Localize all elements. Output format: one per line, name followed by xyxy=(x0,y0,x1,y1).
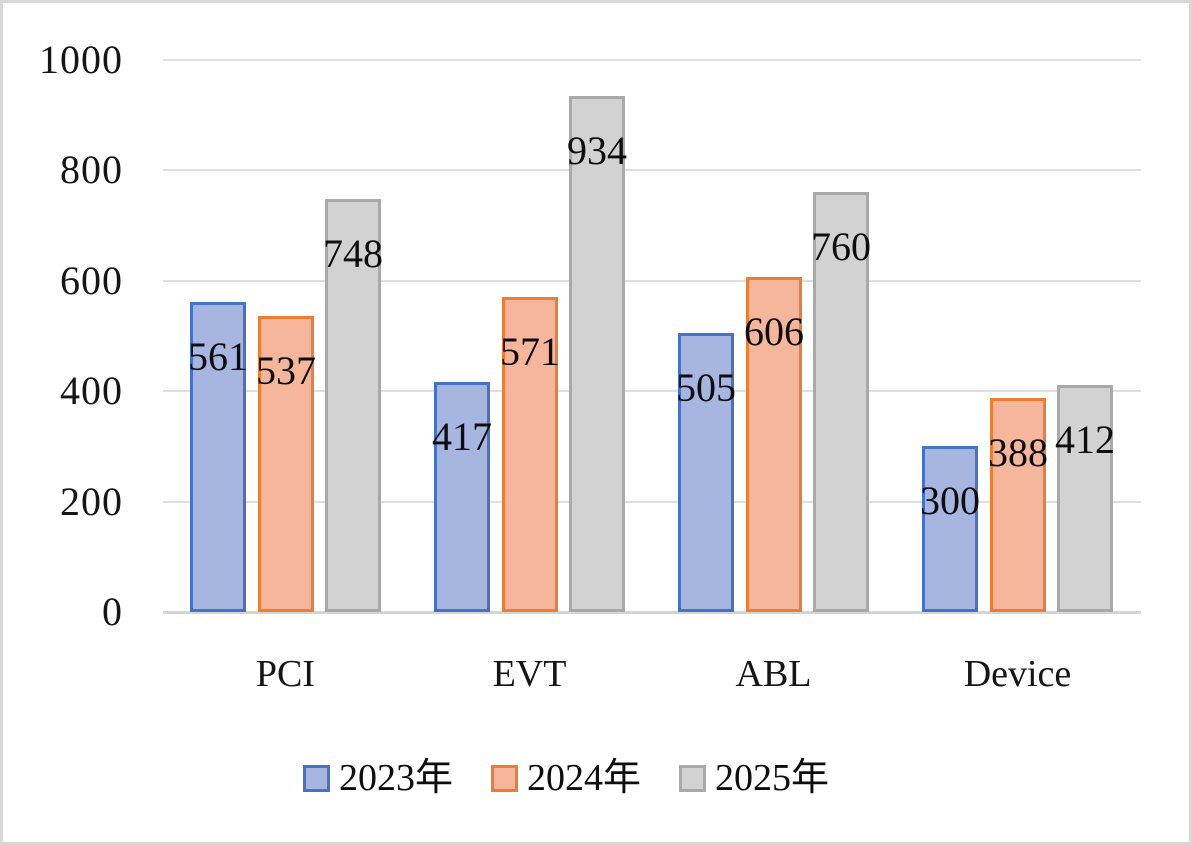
bar-2023年-ABL xyxy=(678,333,734,612)
legend-item-2023年: 2023年 xyxy=(302,756,453,800)
bar-2024年-PCI xyxy=(258,316,314,612)
category-label-ABL: ABL xyxy=(735,653,812,695)
bar-2023年-Device xyxy=(922,446,978,612)
data-label-2024年-ABL: 606 xyxy=(744,309,804,354)
gridline xyxy=(163,59,1141,61)
y-axis-tick-label: 0 xyxy=(102,589,123,634)
y-axis-tick-label: 600 xyxy=(60,257,123,303)
data-label-2023年-ABL: 505 xyxy=(676,365,736,410)
legend-swatch-icon xyxy=(490,764,518,792)
data-label-2024年-EVT: 571 xyxy=(500,329,560,374)
data-label-2025年-PCI: 748 xyxy=(323,231,383,276)
category-label-PCI: PCI xyxy=(255,653,316,695)
category-label-Device: Device xyxy=(963,653,1072,695)
bar-2023年-EVT xyxy=(434,382,490,612)
data-label-2023年-PCI: 561 xyxy=(188,334,248,379)
gridline xyxy=(163,279,1141,282)
bar-2025年-PCI xyxy=(325,199,381,612)
bar-2024年-Device xyxy=(990,398,1046,612)
legend-label: 2024年 xyxy=(526,757,641,799)
x-axis-line xyxy=(163,610,1141,614)
gridline xyxy=(163,169,1141,172)
bar-2025年-Device xyxy=(1057,385,1113,612)
y-axis-tick-label: 200 xyxy=(60,478,123,524)
data-label-2024年-PCI: 537 xyxy=(256,348,316,393)
y-axis-tick-label: 800 xyxy=(60,147,123,193)
gridline xyxy=(163,390,1141,393)
data-label-2024年-Device: 388 xyxy=(988,430,1048,475)
data-label-2025年-ABL: 760 xyxy=(811,224,871,269)
gridline xyxy=(163,500,1141,503)
legend-label: 2023年 xyxy=(338,757,453,799)
data-label-2023年-EVT: 417 xyxy=(432,414,492,459)
bar-2025年-EVT xyxy=(569,96,625,612)
y-axis-tick-label: 1000 xyxy=(39,37,123,82)
legend-label: 2025年 xyxy=(715,757,830,799)
bar-2023年-PCI xyxy=(190,302,246,612)
y-axis-tick-label: 400 xyxy=(60,368,123,414)
data-label-2025年-EVT: 934 xyxy=(567,128,627,173)
data-label-2025年-Device: 412 xyxy=(1055,417,1115,462)
legend-item-2024年: 2024年 xyxy=(490,756,641,800)
legend-swatch-icon xyxy=(679,764,706,792)
bar-2024年-ABL xyxy=(746,277,802,612)
bar-2025年-ABL xyxy=(813,192,869,612)
data-label-2023年-Device: 300 xyxy=(920,478,980,523)
bar-2024年-EVT xyxy=(502,297,558,612)
category-label-EVT: EVT xyxy=(492,653,567,695)
legend: 2023年 2024年 2025年 xyxy=(3,755,1162,801)
legend-item-2025年: 2025年 xyxy=(679,756,829,800)
legend-swatch-icon xyxy=(302,764,330,792)
